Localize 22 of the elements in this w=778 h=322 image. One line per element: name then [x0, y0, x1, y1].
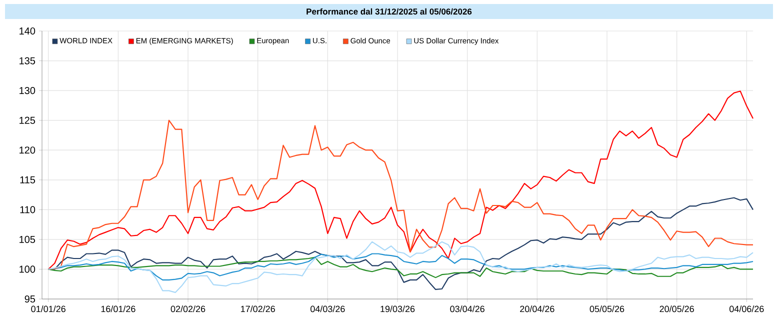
- y-tick-label: 115: [20, 176, 36, 184]
- x-tick-label: 20/04/26: [520, 306, 554, 312]
- y-tick-label: 95: [24, 295, 36, 303]
- chart-title: Performance dal 31/12/2025 al 05/06/2026: [306, 8, 472, 15]
- x-tick-label: 19/03/26: [380, 306, 415, 312]
- x-tick-label: 04/03/26: [310, 306, 345, 312]
- y-tick-label: 120: [20, 146, 36, 154]
- y-tick-label: 105: [20, 236, 36, 243]
- x-tick-label: 16/01/26: [101, 306, 136, 312]
- y-tick-label: 130: [20, 87, 36, 94]
- x-tick-label: 02/02/26: [170, 306, 206, 312]
- y-tick-label: 110: [20, 206, 36, 214]
- y-tick-label: 100: [20, 266, 36, 273]
- y-tick-label: 125: [20, 116, 36, 124]
- x-tick-label: 17/02/26: [241, 306, 275, 312]
- y-tick-label: 135: [20, 57, 36, 64]
- x-tick-label: 03/04/26: [450, 306, 484, 312]
- x-tick-label: 20/05/26: [660, 306, 694, 312]
- x-tick-label: 04/06/26: [729, 306, 764, 312]
- x-tick-label: 01/01/26: [31, 306, 66, 312]
- x-tick-label: 05/05/26: [590, 306, 624, 312]
- y-tick-label: 140: [20, 27, 36, 35]
